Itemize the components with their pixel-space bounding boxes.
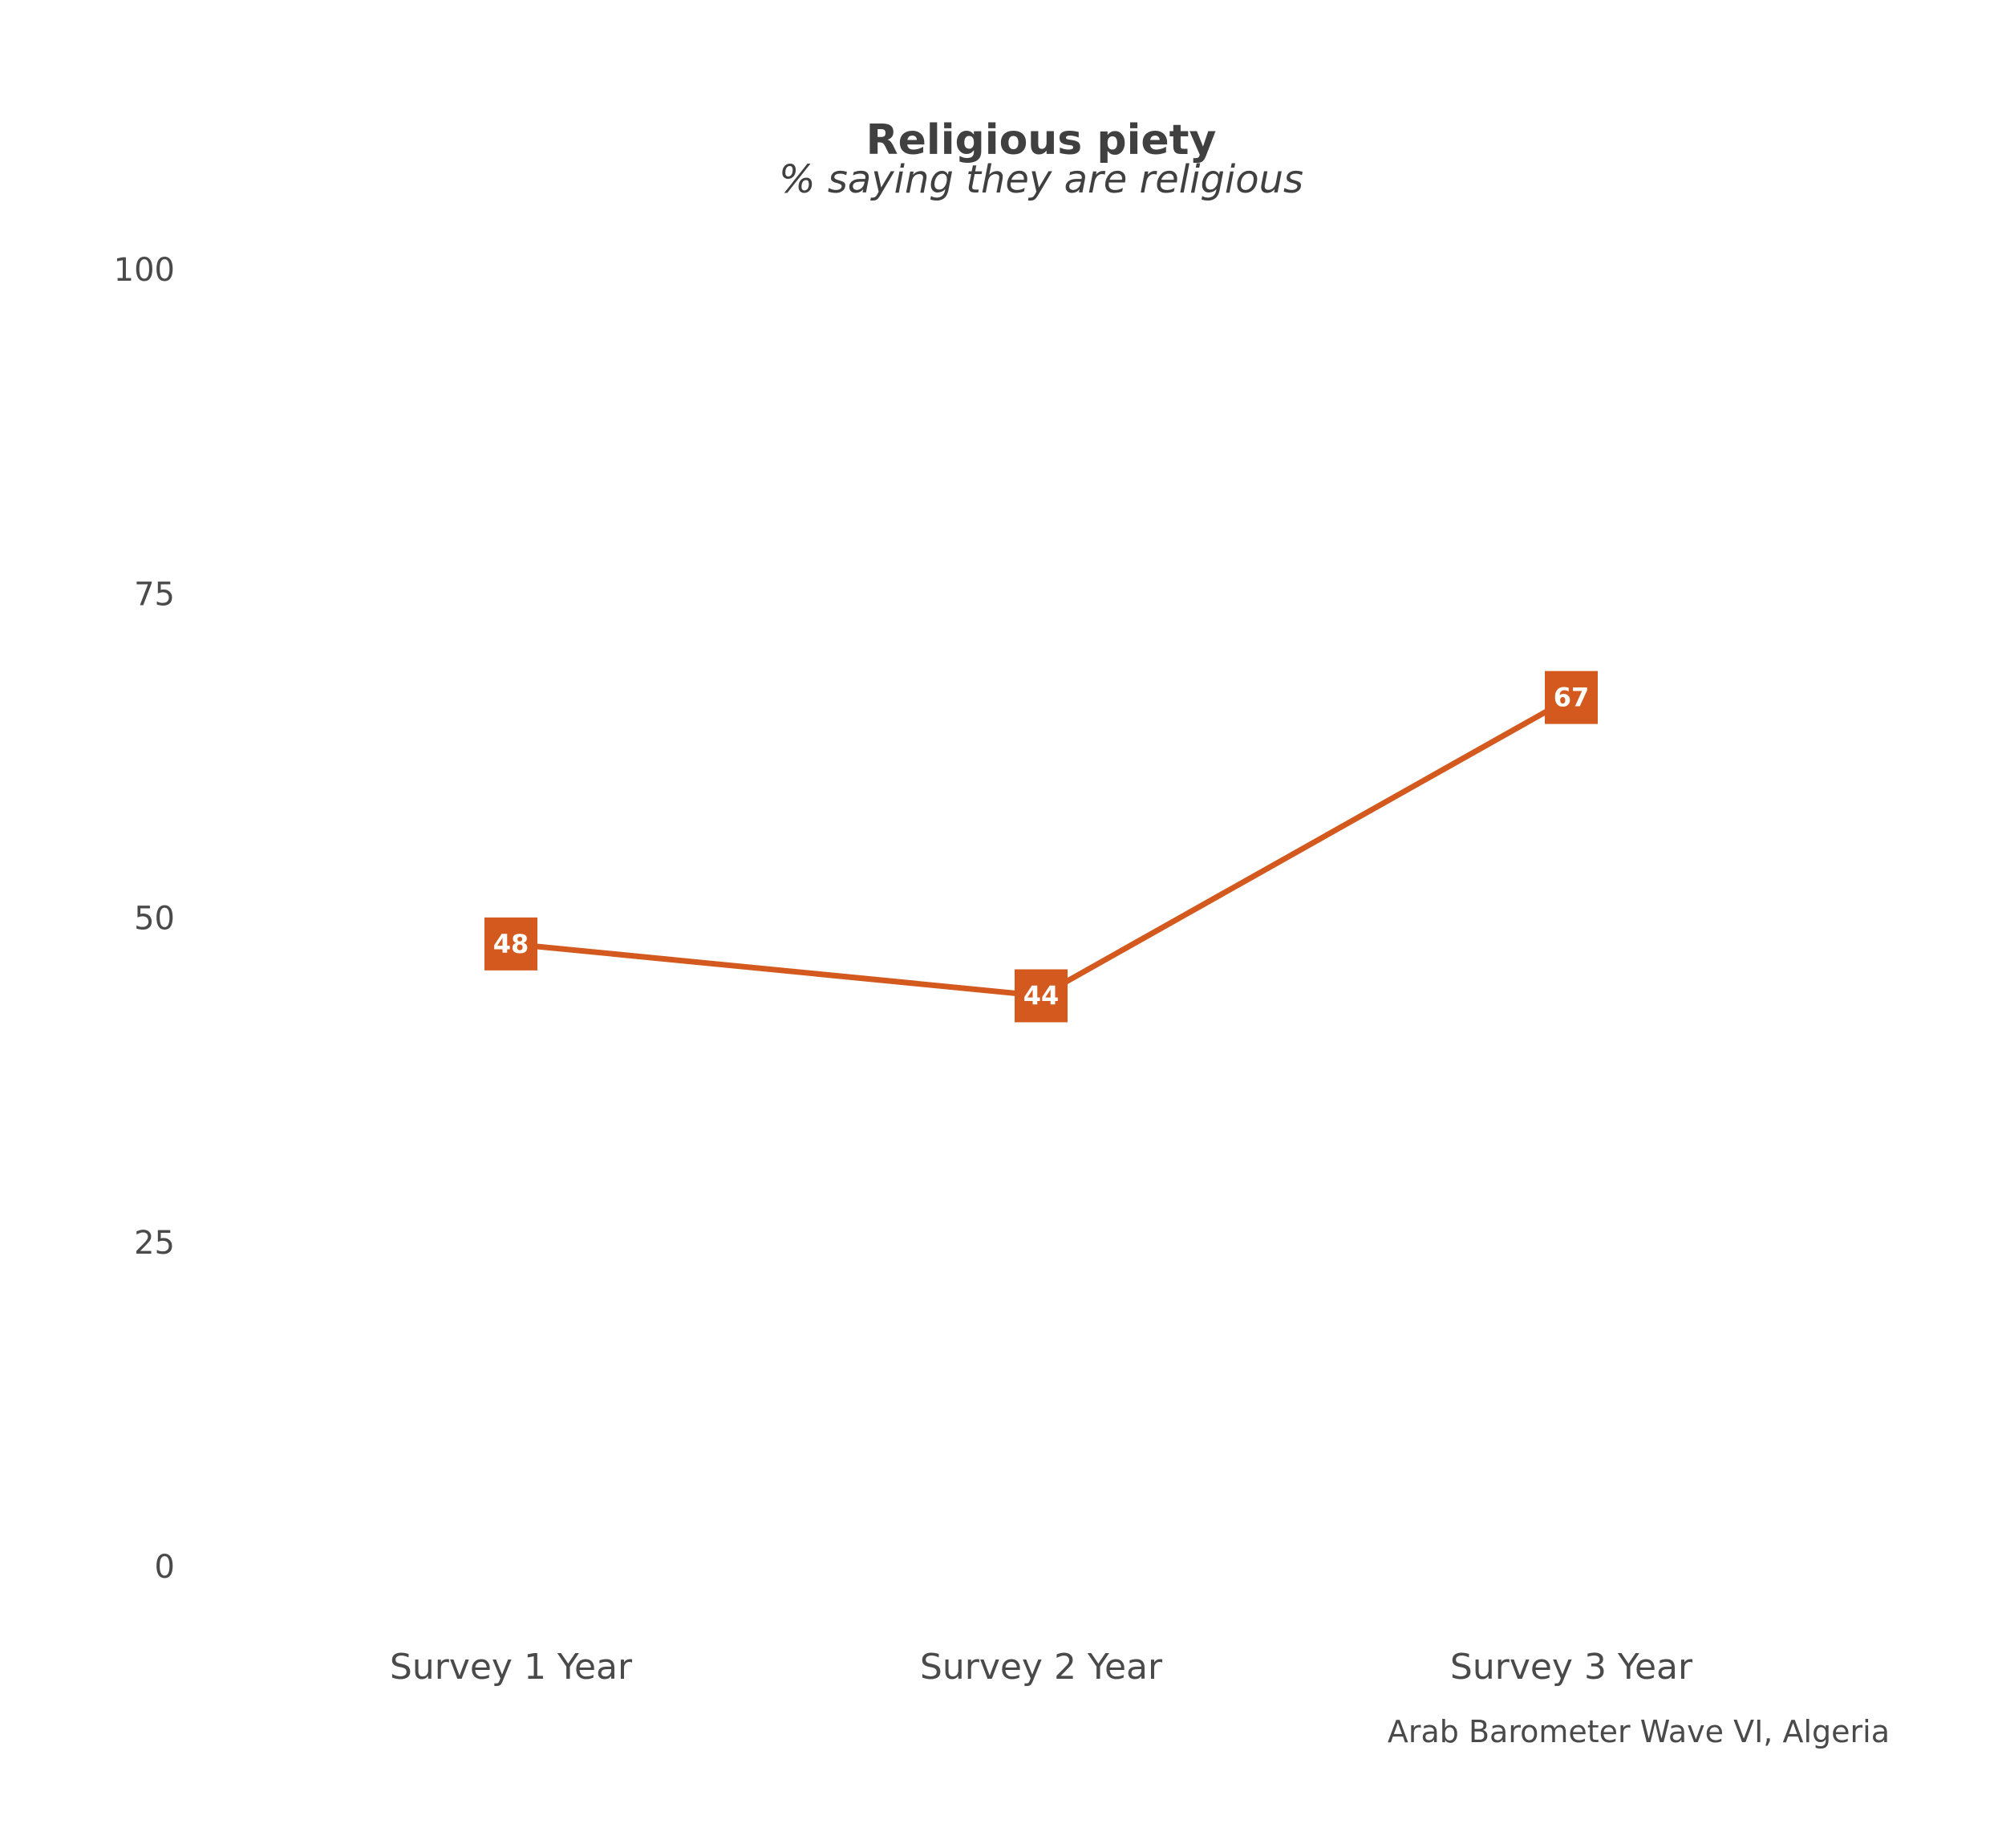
y-tick-label: 0 [155,1549,175,1586]
data-label: 67 [1554,683,1590,713]
chart-title: Religious piety [866,116,1217,164]
y-tick-label: 100 [114,252,175,289]
y-tick-label: 25 [134,1225,175,1262]
chart-subtitle: % saying they are religious [779,157,1303,202]
data-point [1015,969,1068,1023]
y-tick-label: 75 [134,576,175,613]
data-label: 44 [1023,981,1060,1011]
chart-caption: Arab Barometer Wave VI, Algeria [1388,1714,1890,1749]
y-tick-label: 50 [134,901,175,938]
data-label: 48 [493,929,529,959]
data-point [484,917,537,971]
x-tick-label: Survey 1 Year [390,1647,633,1688]
y-axis: 0 25 50 75 100 [114,252,175,1586]
x-tick-label: Survey 2 Year [920,1647,1163,1688]
x-tick-label: Survey 3 Year [1450,1647,1693,1688]
series-line [508,695,1574,999]
data-point [1545,671,1598,724]
series: 48 44 67 [484,671,1598,1023]
x-axis: Survey 1 Year Survey 2 Year Survey 3 Year [390,1647,1693,1688]
